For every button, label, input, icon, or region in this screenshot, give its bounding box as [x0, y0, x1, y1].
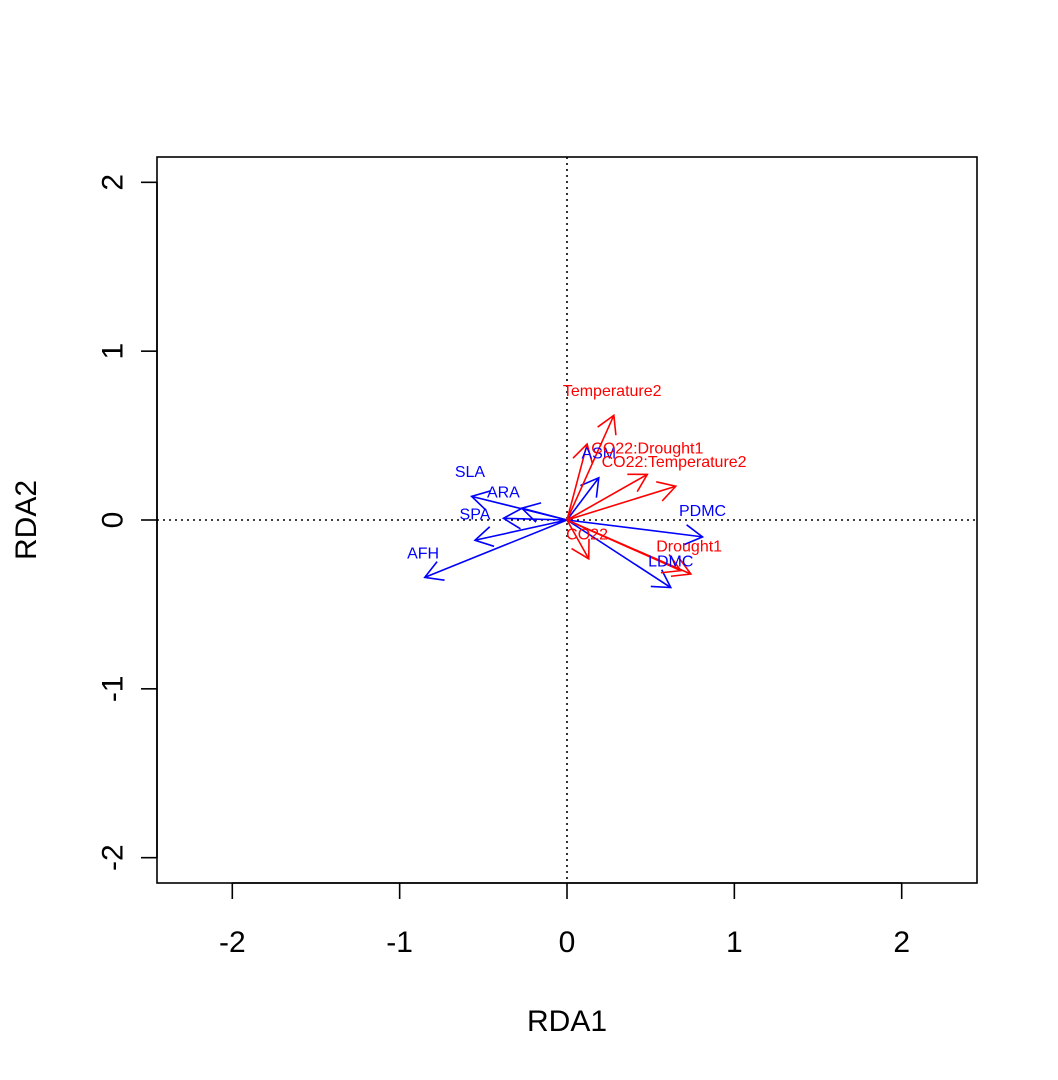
traits-vector [566, 519, 705, 546]
arrow-head [473, 526, 495, 548]
vector-label: CO22:Drought1 [591, 441, 703, 458]
vector-label: Temperature2 [563, 383, 662, 400]
arrow-head [656, 481, 678, 502]
traits-vector [501, 508, 568, 530]
axes: -2 -1 0 1 2 -2 -1 0 1 2 [97, 174, 911, 959]
arrow-head [660, 554, 683, 574]
arrow-head [580, 476, 600, 498]
arrow-head [597, 413, 617, 436]
arrow-shaft [566, 519, 682, 572]
arrow-shaft [503, 517, 568, 521]
plot-frame [156, 156, 978, 884]
y-tick-label: 2 [97, 174, 130, 191]
arrow-head [650, 569, 673, 589]
vector-label: CO22:Temperature2 [602, 454, 747, 471]
x-tick-label: 2 [893, 926, 910, 959]
x-tick-label: 0 [559, 926, 576, 959]
arrow-head [670, 557, 693, 578]
arrow-head [572, 442, 594, 464]
y-axis-title: RDA2 [10, 480, 43, 560]
x-axis-title: RDA1 [527, 1005, 607, 1038]
arrow-head [571, 538, 590, 561]
y-tick-label: -1 [97, 675, 130, 702]
vector-label: SLA [455, 464, 486, 481]
arrow-head [627, 473, 649, 493]
vector-label: CO22 [566, 527, 608, 544]
x-tick-label: -1 [386, 926, 413, 959]
arrow-head [501, 508, 522, 530]
arrow-shaft [424, 519, 568, 579]
y-tick-label: 1 [97, 343, 130, 360]
vector-label: LDMC [648, 554, 693, 571]
arrow-shaft [566, 519, 672, 589]
predictors-vector [566, 481, 678, 521]
arrow-head [520, 502, 542, 523]
arrow-shaft [566, 443, 588, 521]
traits-vector [473, 519, 568, 548]
arrow-shaft [566, 519, 590, 560]
predictors-vector [566, 473, 649, 521]
arrow-shaft [566, 477, 600, 521]
predictors-vector [566, 413, 617, 521]
arrow-head [423, 561, 445, 581]
traits-vector [423, 519, 568, 581]
traits-vector [566, 519, 673, 589]
arrow-shaft [566, 519, 703, 538]
vector-label: PDMC [679, 503, 726, 520]
arrow-shaft [566, 414, 615, 521]
vector-label: SPA [460, 506, 491, 523]
x-tick-label: 1 [726, 926, 743, 959]
arrow-shaft [566, 473, 648, 521]
x-tick-label: -2 [219, 926, 246, 959]
arrow-shaft [566, 485, 677, 521]
y-tick-label: 0 [97, 512, 130, 529]
traits-vector [520, 502, 568, 523]
arrow-shaft [474, 519, 568, 542]
arrow-shaft [521, 507, 568, 521]
vector-label: ARA [487, 484, 520, 501]
vector-arrows [423, 413, 705, 589]
arrow-head [470, 490, 492, 511]
arrow-head [683, 524, 705, 546]
vector-label: ASM [581, 446, 616, 463]
y-tick-label: -2 [97, 844, 130, 871]
vector-label: AFH [407, 545, 439, 562]
predictors-vector [566, 519, 683, 574]
predictors-vector [566, 442, 594, 521]
traits-vector [566, 476, 600, 521]
predictors-vector [566, 519, 590, 561]
vector-label: Drought1 [656, 539, 722, 556]
